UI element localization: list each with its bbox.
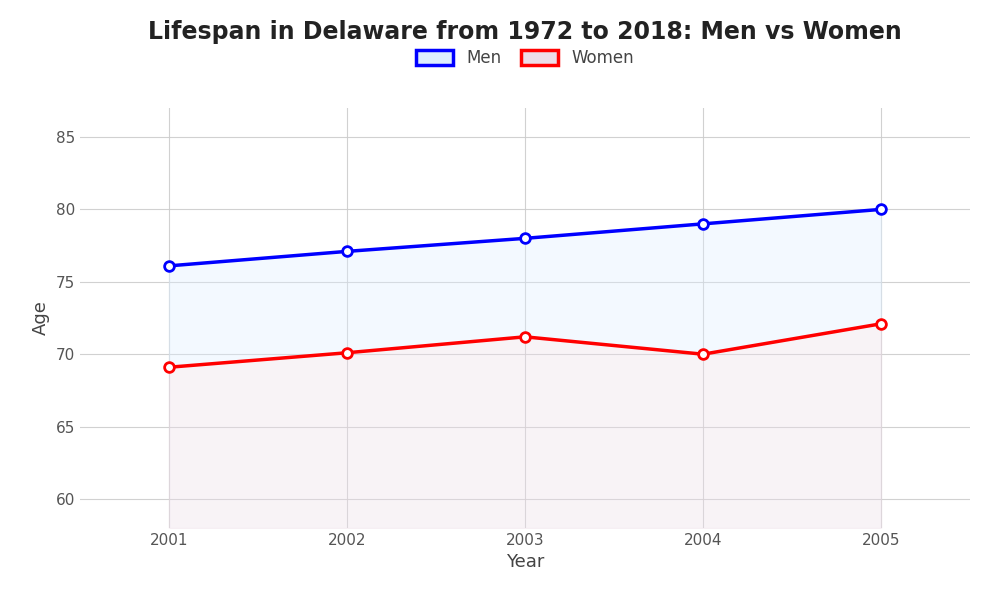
X-axis label: Year: Year xyxy=(506,553,544,571)
Title: Lifespan in Delaware from 1972 to 2018: Men vs Women: Lifespan in Delaware from 1972 to 2018: … xyxy=(148,20,902,44)
Y-axis label: Age: Age xyxy=(32,301,50,335)
Legend: Men, Women: Men, Women xyxy=(408,41,642,76)
